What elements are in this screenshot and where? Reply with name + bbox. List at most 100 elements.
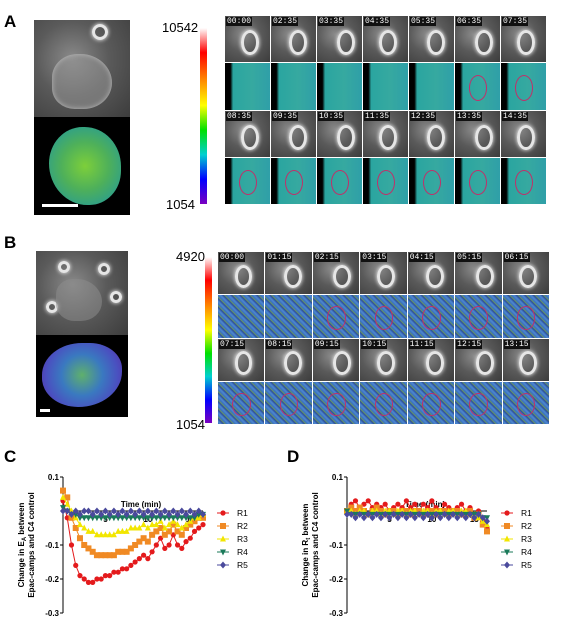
data-point	[178, 524, 185, 531]
timestamp-label: 08:15	[266, 339, 293, 349]
data-point	[191, 515, 198, 522]
data-point	[132, 542, 139, 548]
data-point	[115, 569, 121, 575]
data-point	[399, 510, 406, 518]
timelapse-phase-frame: 10:35	[317, 110, 362, 157]
data-point	[479, 521, 486, 528]
data-point	[144, 538, 151, 545]
timelapse-fret-frame	[225, 157, 270, 204]
panel-b-phase-image	[36, 251, 128, 335]
data-point	[174, 510, 181, 518]
timestamp-label: 06:35	[456, 17, 483, 26]
timelapse-phase-frame: 10:15	[360, 338, 407, 381]
timelapse-phase-frame: 12:15	[455, 338, 502, 381]
data-point	[352, 514, 359, 522]
data-point	[72, 507, 79, 515]
data-point	[149, 510, 156, 518]
timelapse-phase-frame: 05:15	[455, 252, 502, 295]
timestamp-label: 04:15	[408, 253, 435, 262]
data-point	[191, 510, 198, 518]
legend-label: R3	[521, 534, 532, 544]
data-point	[445, 514, 452, 522]
data-point	[187, 535, 193, 541]
data-point	[81, 576, 87, 582]
timelapse-phase-frame: 13:15	[502, 338, 549, 381]
data-point	[200, 510, 206, 518]
data-point	[484, 517, 490, 525]
data-point	[85, 515, 92, 522]
data-point	[132, 515, 139, 522]
data-point	[420, 514, 427, 522]
data-point	[166, 542, 172, 548]
data-point	[119, 566, 125, 572]
legend-label: R4	[521, 547, 532, 557]
timelapse-phase-frame: 02:15	[312, 252, 360, 295]
data-point	[106, 552, 113, 559]
panel-label-c: C	[4, 447, 17, 466]
data-point	[132, 559, 138, 565]
data-point	[106, 510, 113, 518]
data-point	[98, 510, 105, 518]
roi-circle	[232, 392, 251, 417]
roi-circle	[514, 169, 533, 196]
timelapse-fret-frame	[455, 157, 500, 204]
data-point	[124, 566, 130, 572]
timestamp-label: 13:15	[503, 339, 530, 349]
timelapse-fret-frame	[455, 63, 500, 110]
data-point	[76, 521, 83, 528]
data-point	[127, 515, 134, 522]
y-tick-label: 0.1	[48, 473, 60, 482]
data-point	[153, 507, 160, 515]
data-point	[365, 498, 371, 504]
legend-label: R1	[521, 508, 532, 518]
roi-circle	[468, 169, 487, 196]
data-point	[170, 515, 177, 522]
data-point	[68, 510, 75, 518]
data-point	[76, 510, 83, 518]
data-point	[72, 525, 79, 531]
roi-circle	[422, 169, 441, 196]
data-point	[382, 510, 389, 518]
data-point	[179, 545, 185, 551]
data-point	[85, 507, 92, 515]
data-point	[504, 510, 510, 516]
data-point	[68, 542, 75, 548]
roi-circle	[238, 169, 257, 196]
data-point	[73, 562, 79, 568]
panel-label-d: D	[287, 447, 300, 466]
data-point	[81, 542, 88, 548]
timestamp-label: 10:15	[361, 339, 388, 349]
panel-b-fret-image	[36, 335, 128, 417]
data-point	[467, 510, 474, 518]
data-point	[153, 542, 159, 548]
timestamp-label: 10:35	[318, 111, 345, 121]
data-point	[140, 510, 147, 518]
timelapse-phase-frame: 11:35	[363, 110, 408, 157]
chart-c: 0.1-0.1-0.2-0.351015Time (min)Change in …	[17, 473, 248, 618]
legend-label: R3	[237, 534, 248, 544]
data-point	[153, 515, 160, 522]
data-point	[437, 514, 444, 522]
data-point	[386, 514, 393, 522]
panel-a-phase-image	[34, 20, 130, 117]
data-point	[187, 521, 194, 528]
timelapse-fret-frame	[218, 381, 265, 424]
data-point	[161, 524, 168, 531]
data-point	[153, 528, 160, 535]
y-tick-label: -0.3	[329, 609, 343, 618]
data-point	[64, 507, 71, 515]
data-point	[93, 531, 100, 538]
data-point	[471, 514, 478, 522]
panel-label-b: B	[4, 233, 17, 252]
data-point	[107, 573, 113, 579]
data-point	[166, 521, 173, 528]
data-point	[373, 510, 380, 518]
timestamp-label: 13:35	[456, 111, 483, 121]
data-point	[144, 515, 151, 522]
data-point	[115, 527, 122, 534]
timestamp-label: 08:35	[226, 111, 253, 121]
data-point	[144, 524, 151, 531]
timelapse-phase-frame: 08:15	[265, 338, 312, 381]
data-point	[166, 510, 173, 518]
timelapse-phase-frame: 08:35	[225, 110, 270, 157]
